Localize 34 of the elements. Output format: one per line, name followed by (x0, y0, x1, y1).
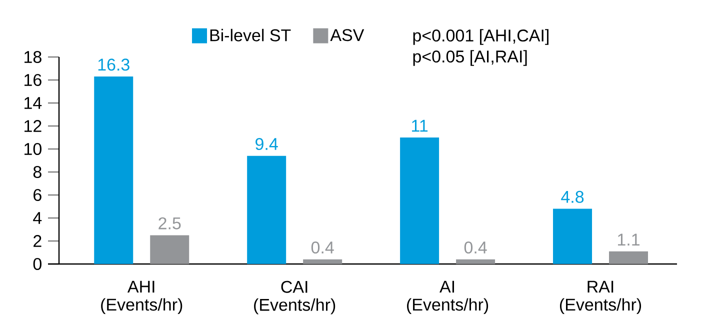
data-label: 2.5 (158, 217, 181, 230)
legend-label: ASV (330, 29, 364, 42)
data-label: 9.4 (256, 138, 278, 150)
y-tick-label: 10 (24, 142, 42, 156)
bar (150, 235, 190, 264)
y-tick-label: 6 (34, 188, 42, 202)
y-tick-label: 14 (24, 97, 42, 109)
y-tick-label: 0 (33, 258, 42, 270)
x-tick-label: AI (Events/hr) (407, 280, 488, 314)
y-tick-label: 18 (24, 50, 42, 64)
bar (94, 76, 134, 264)
y-tick-label: 16 (24, 74, 42, 86)
x-tick-label: CAI (Events/hr) (254, 280, 336, 314)
data-label: 0.4 (464, 241, 487, 254)
data-label: 4.8 (561, 190, 584, 203)
text: p<0.001 [AHI,CAI] (413, 29, 548, 45)
y-tick-label: 2 (34, 235, 42, 247)
data-label: 16.3 (98, 58, 130, 71)
annotation: p<0.05 [AI,RAI] (413, 50, 527, 66)
bar (456, 259, 496, 264)
data-label: 0.4 (311, 241, 334, 254)
bar (400, 137, 440, 264)
x-tick-label: RAI (Events/hr) (560, 280, 642, 314)
x-tick-label: AHI (Events/hr) (101, 280, 182, 314)
legend-label: Bi-level ST (210, 28, 291, 42)
y-tick-label: 8 (33, 166, 42, 178)
data-label: 11 (412, 120, 428, 132)
y-tick-label: 12 (24, 120, 42, 132)
bar (303, 259, 342, 264)
bar (553, 208, 592, 264)
bar (609, 251, 648, 264)
data-label: 1.1 (618, 234, 640, 246)
y-tick-label: 4 (33, 212, 42, 224)
bar (247, 156, 286, 264)
